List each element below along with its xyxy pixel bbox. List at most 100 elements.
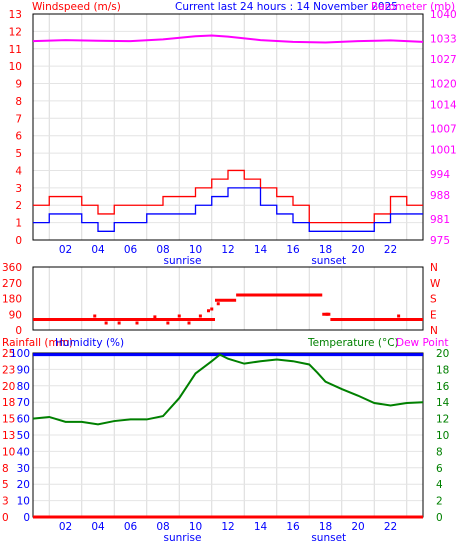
direction-compass-label: N	[430, 262, 438, 274]
rainfall-y-tick-label: 15	[2, 414, 15, 426]
temperature-y-tick-label: 2	[436, 496, 443, 508]
direction-y-tick-label: 0	[15, 325, 22, 337]
climate-x-tick-label: 12	[221, 521, 234, 533]
direction-point	[198, 314, 202, 318]
humidity-y-tick-label: 70	[17, 397, 30, 409]
humidity-y-tick-label: 0	[23, 512, 30, 524]
chart-layer: 0123456789101112139759819889941001100710…	[2, 9, 457, 544]
climate-x-tick-label: 10	[189, 521, 202, 533]
rainfall-y-tick-label: 18	[2, 397, 15, 409]
direction-y-tick-label: 90	[9, 309, 22, 321]
barometer-axis-title: Barometer (mb)	[371, 1, 455, 13]
direction-compass-label: E	[430, 309, 437, 321]
wind-y-tick-label: 9	[15, 79, 22, 91]
direction-point	[153, 315, 157, 319]
direction-point	[397, 314, 401, 318]
wind-x-tick-label: 18	[319, 244, 332, 256]
wind-y-tick-label: 10	[9, 61, 22, 73]
rainfall-y-tick-label: 5	[2, 479, 9, 491]
humidity-y-tick-label: 40	[17, 446, 30, 458]
wind-x-tick-label: 06	[124, 244, 138, 256]
direction-point	[207, 309, 210, 313]
direction-point	[325, 312, 329, 316]
wind-y-tick-label: 3	[15, 183, 22, 195]
wind-x-tick-label: 14	[254, 244, 268, 256]
direction-y-tick-label: 270	[2, 278, 22, 290]
climate-x-tick-label: 06	[124, 521, 138, 533]
direction-point	[301, 293, 305, 297]
climate-x-tick-label: 18	[319, 521, 332, 533]
wind-y-tick-label: 11	[9, 44, 22, 56]
rainfall-y-tick-label: 13	[2, 430, 15, 442]
rainfall-y-tick-label: 8	[2, 463, 9, 475]
barometer-y-tick-label: 988	[430, 190, 450, 202]
humidity-y-tick-label: 80	[17, 381, 30, 393]
direction-y-tick-label: 360	[2, 262, 22, 274]
temperature-y-tick-label: 14	[436, 397, 450, 409]
wind-y-tick-label: 7	[15, 113, 22, 125]
temperature-axis-title: Temperature (°C)	[307, 337, 399, 349]
temperature-y-tick-label: 16	[436, 381, 450, 393]
barometer-y-tick-label: 975	[430, 235, 450, 247]
rainfall-y-tick-label: 0	[2, 512, 9, 524]
climate-x-tick-label: 14	[254, 521, 268, 533]
wind-x-tick-label: 10	[189, 244, 202, 256]
wind-sunset-label: sunset	[311, 255, 346, 267]
chart-title: Current last 24 hours : 14 November 2025	[175, 1, 398, 13]
humidity-y-tick-label: 90	[17, 364, 30, 376]
climate-x-tick-label: 04	[91, 521, 105, 533]
wind-y-tick-label: 5	[15, 148, 22, 160]
wind-y-tick-label: 4	[15, 165, 22, 177]
wind-x-tick-label: 02	[59, 244, 72, 256]
barometer-y-tick-label: 1033	[430, 33, 457, 45]
humidity-y-tick-label: 100	[10, 348, 30, 360]
direction-point	[166, 321, 170, 325]
rainfall-y-tick-label: 10	[2, 446, 15, 458]
direction-point	[117, 321, 121, 325]
humidity-y-tick-label: 50	[17, 430, 30, 442]
direction-y-tick-label: 180	[2, 294, 22, 306]
rainfall-axis-title: Rainfall (mm)	[2, 337, 73, 349]
rainfall-y-tick-label: 25	[2, 348, 15, 360]
wind-y-tick-label: 2	[15, 200, 22, 212]
barometer-y-tick-label: 1040	[430, 9, 457, 21]
humidity-y-tick-label: 20	[17, 479, 30, 491]
barometer-y-tick-label: 1014	[430, 99, 457, 111]
climate-x-tick-label: 02	[59, 521, 72, 533]
climate-x-tick-label: 22	[384, 521, 397, 533]
temperature-y-tick-label: 10	[436, 430, 449, 442]
rainfall-y-tick-label: 23	[2, 364, 15, 376]
temperature-y-tick-label: 12	[436, 414, 449, 426]
climate-x-tick-label: 08	[156, 521, 169, 533]
wind-x-tick-label: 04	[91, 244, 105, 256]
temperature-y-tick-label: 20	[436, 348, 449, 360]
wind-sunrise-label: sunrise	[164, 255, 202, 267]
wind-x-tick-label: 20	[351, 244, 364, 256]
direction-point	[93, 314, 97, 318]
rainfall-y-tick-label: 3	[2, 496, 9, 508]
barometer-y-tick-label: 981	[430, 214, 450, 226]
wind-gust-line	[33, 169, 423, 224]
direction-point	[216, 302, 220, 306]
barometer-y-tick-label: 994	[430, 169, 450, 181]
wind-y-tick-label: 8	[15, 96, 22, 108]
wind-x-tick-label: 12	[221, 244, 234, 256]
direction-point	[135, 321, 139, 325]
temperature-line	[32, 353, 424, 426]
windspeed-axis-title: Windspeed (m/s)	[32, 1, 121, 13]
wind-y-tick-label: 0	[15, 235, 22, 247]
barometer-y-tick-label: 1001	[430, 145, 457, 157]
dewpoint-axis-title: Dew Point	[396, 337, 449, 349]
wind-y-tick-label: 13	[9, 9, 22, 21]
direction-panel-frame	[32, 266, 424, 331]
wind-y-tick-label: 12	[9, 26, 22, 38]
temperature-y-tick-label: 0	[436, 512, 443, 524]
direction-compass-label: S	[430, 294, 437, 306]
temperature-y-tick-label: 4	[436, 479, 443, 491]
humidity-y-tick-label: 30	[17, 463, 30, 475]
climate-x-tick-label: 20	[351, 521, 364, 533]
direction-point	[177, 314, 181, 318]
wind-x-tick-label: 08	[156, 244, 169, 256]
barometer-y-tick-label: 1027	[430, 54, 457, 66]
